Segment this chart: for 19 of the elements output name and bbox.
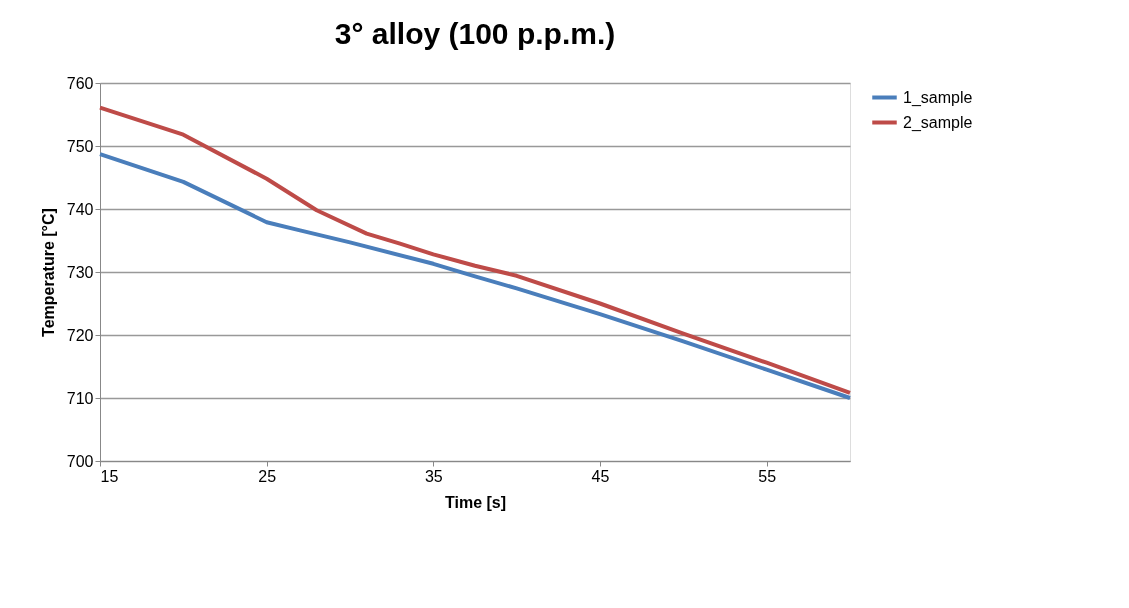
y-tick-label: 700 bbox=[66, 452, 94, 470]
x-axis-title: Time [s] bbox=[444, 493, 507, 511]
y-axis-title: Temperature [°C] bbox=[39, 208, 57, 337]
x-tick-label: 15 bbox=[100, 467, 119, 485]
y-tick-label: 740 bbox=[66, 200, 94, 218]
y-tick-label: 720 bbox=[66, 326, 94, 344]
legend-label: 2_sample bbox=[903, 113, 973, 132]
chart-title: 3° alloy (100 p.p.m.) bbox=[334, 17, 616, 50]
legend-label: 1_sample bbox=[903, 88, 973, 107]
x-tick-label: 35 bbox=[424, 467, 443, 485]
y-tick-label: 730 bbox=[66, 263, 94, 281]
y-tick-label: 760 bbox=[66, 74, 94, 92]
y-tick-label: 710 bbox=[66, 389, 94, 407]
line-series bbox=[98, 152, 852, 400]
y-tick-label: 750 bbox=[66, 137, 94, 155]
x-tick-label: 45 bbox=[591, 467, 610, 485]
line-series bbox=[98, 105, 852, 395]
x-tick-label: 55 bbox=[758, 467, 777, 485]
x-tick-label: 25 bbox=[258, 467, 277, 485]
